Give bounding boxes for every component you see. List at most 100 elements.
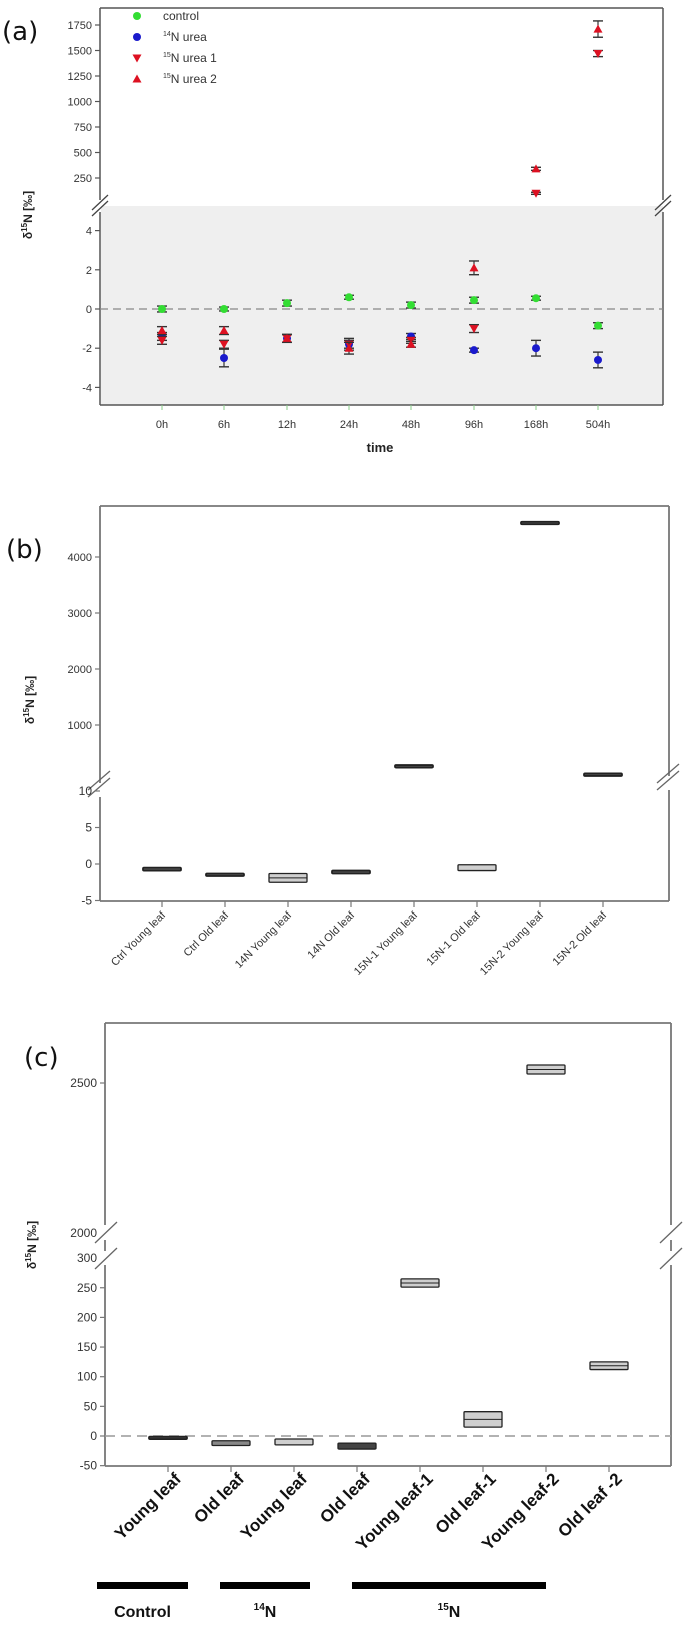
y-tick-label: 10 xyxy=(79,784,93,798)
y-tick-label: 2000 xyxy=(68,664,92,676)
circle-marker-icon xyxy=(470,346,478,355)
triangle-up-marker-icon xyxy=(593,24,603,33)
y-axis-label: δ15N [‰] xyxy=(24,1221,39,1269)
circle-marker-icon xyxy=(532,294,540,303)
box-plot-item xyxy=(400,1278,440,1288)
triangle-down-marker-icon xyxy=(531,189,541,198)
panel-label-c: (c) xyxy=(24,1043,59,1073)
y-tick-label: -2 xyxy=(82,343,92,355)
y-tick-label: 250 xyxy=(77,1281,97,1295)
x-tick-label: Old leaf -2 xyxy=(554,1469,626,1541)
y-tick-label: 1750 xyxy=(68,20,92,32)
y-tick-label: 250 xyxy=(74,173,92,185)
x-tick-label: 12h xyxy=(278,419,296,431)
circle-marker-icon xyxy=(133,12,141,20)
legend-label: control xyxy=(163,9,199,23)
group-bar xyxy=(220,1582,310,1589)
lower-shaded-region xyxy=(101,206,663,405)
box-plot-item xyxy=(520,520,560,526)
y-tick-label: 100 xyxy=(77,1370,97,1384)
y-tick-label: 0 xyxy=(86,304,92,316)
group-label: 15N xyxy=(438,1602,461,1621)
x-tick-label: 15N-1 Young leaf xyxy=(352,909,421,978)
legend-label: 14N urea xyxy=(163,30,207,44)
box-plot-item xyxy=(337,1442,377,1450)
x-tick-label: 504h xyxy=(586,419,610,431)
y-tick-label: 2000 xyxy=(70,1226,97,1240)
y-axis-ticks: 2500 2000 300 -50 0 50 100 150 200 250 xyxy=(70,1076,105,1473)
x-tick-label: 24h xyxy=(340,419,358,431)
x-tick-label: Old leaf-1 xyxy=(432,1469,500,1537)
axis-break-right-icon xyxy=(654,194,672,217)
y-tick-label: 3000 xyxy=(68,608,92,620)
group-label: Control xyxy=(114,1604,171,1621)
box-plot-item xyxy=(394,764,434,769)
y-tick-label: 150 xyxy=(77,1340,97,1354)
box-plot-item xyxy=(583,772,623,777)
y-tick-label: 0 xyxy=(85,857,92,871)
triangle-down-marker-icon xyxy=(469,325,479,334)
y-tick-label: 5 xyxy=(85,821,92,835)
y-tick-label: -5 xyxy=(81,894,92,908)
x-tick-label: 15N-1 Old leaf xyxy=(424,909,483,968)
box-plot-item xyxy=(463,1411,503,1428)
y-tick-label: 200 xyxy=(77,1310,97,1324)
triangle-up-marker-icon xyxy=(282,333,292,342)
box-plot-item xyxy=(211,1440,251,1447)
y-tick-label: 2 xyxy=(86,265,92,277)
triangle-up-marker-icon xyxy=(344,343,354,352)
box-plot-item xyxy=(142,866,182,872)
box-plot-item xyxy=(526,1064,566,1075)
series-15n-urea-2 xyxy=(157,20,603,355)
x-tick-label: Young leaf xyxy=(237,1469,311,1543)
circle-marker-icon xyxy=(220,305,228,313)
y-tick-label: 0 xyxy=(90,1429,97,1443)
data-boxes xyxy=(148,1064,629,1450)
group-bar xyxy=(352,1582,546,1589)
y-tick-label: 4 xyxy=(86,226,92,238)
x-tick-label: Old leaf xyxy=(190,1469,248,1527)
circle-marker-icon xyxy=(470,296,478,305)
circle-marker-icon xyxy=(407,301,415,310)
y-tick-label: -50 xyxy=(80,1459,98,1473)
x-tick-label: 15N-2 Old leaf xyxy=(550,909,609,968)
box-plot-item xyxy=(331,869,371,875)
group-brackets: Control 14N 15N xyxy=(97,1582,546,1621)
triangle-up-marker-icon xyxy=(157,326,167,335)
x-tick-label: Ctrl Old leaf xyxy=(182,909,232,959)
box-plot-item xyxy=(274,1438,314,1446)
triangle-down-marker-icon xyxy=(219,340,229,349)
y-axis-label: δ15N [‰] xyxy=(22,676,37,724)
box-plot-item xyxy=(268,872,308,883)
y-tick-label: 300 xyxy=(77,1251,97,1265)
y-tick-label: 2500 xyxy=(70,1076,97,1090)
box-plot-item xyxy=(205,872,245,877)
x-tick-label: 15N-2 Young leaf xyxy=(478,909,547,978)
chart-c-canvas: 2500 2000 300 -50 0 50 100 150 200 250 Young leaf… xyxy=(24,1022,683,1621)
circle-marker-icon xyxy=(594,355,602,364)
panel-label-b: (b) xyxy=(6,535,43,565)
y-tick-label: 4000 xyxy=(68,552,92,564)
y-axis-ticks: 1000 2000 3000 4000 -5 0 5 10 xyxy=(68,552,100,908)
panel-c: 2500 2000 300 -50 0 50 100 150 200 250 Young leaf… xyxy=(0,1010,685,1623)
data-boxes xyxy=(142,520,623,883)
triangle-down-marker-icon xyxy=(132,54,142,63)
circle-marker-icon xyxy=(594,321,602,330)
box-plot-item xyxy=(457,864,497,872)
data-points xyxy=(157,20,603,369)
x-tick-label: 0h xyxy=(156,419,168,431)
y-tick-label: 1000 xyxy=(68,97,92,109)
axis-break-left-icon xyxy=(87,770,111,798)
triangle-up-marker-icon xyxy=(469,263,479,272)
axis-break-right-icon xyxy=(659,1221,683,1270)
x-tick-label: Young leaf xyxy=(111,1469,185,1543)
circle-marker-icon xyxy=(220,354,228,362)
triangle-up-marker-icon xyxy=(219,326,229,335)
y-tick-label: 750 xyxy=(74,122,92,134)
circle-marker-icon xyxy=(133,33,141,41)
x-tick-label: 6h xyxy=(218,419,230,431)
circle-marker-icon xyxy=(158,305,166,313)
triangle-up-marker-icon xyxy=(531,164,541,173)
circle-marker-icon xyxy=(345,293,353,302)
x-tick-label: 168h xyxy=(524,419,548,431)
